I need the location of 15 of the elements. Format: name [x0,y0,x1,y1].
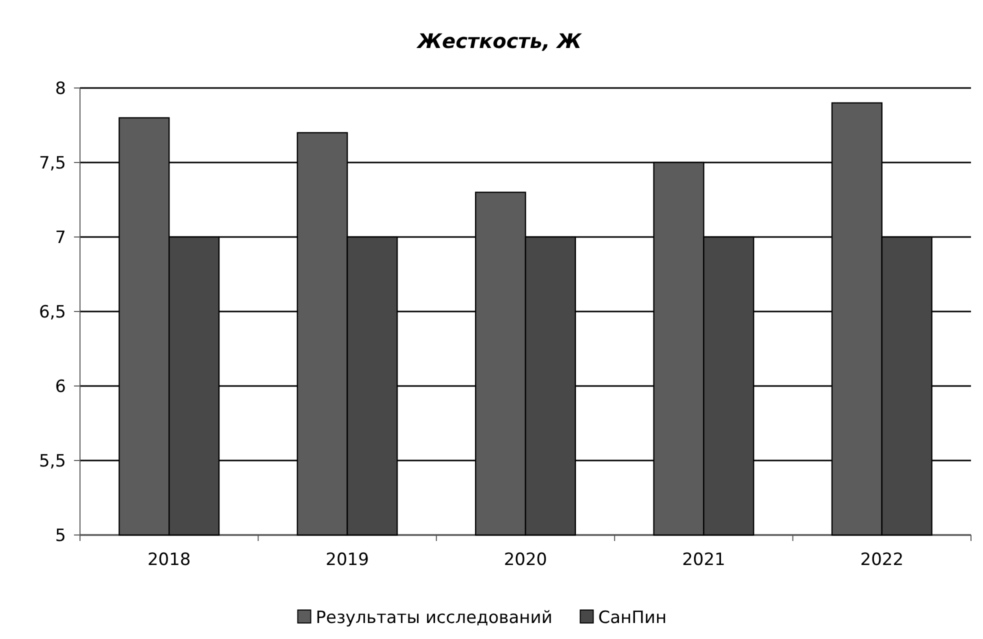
y-tick-label: 5 [55,526,66,546]
x-tick-label: 2018 [147,550,191,570]
legend-label: СанПин [598,608,667,628]
y-tick-label: 6,5 [38,302,66,322]
y-tick-label: 7,5 [38,153,66,174]
x-tick-label: 2022 [860,550,904,570]
y-tick-label: 5,5 [38,451,66,472]
chart-title: Жесткость, Ж [416,29,582,53]
legend-label: Результаты исследований [316,608,552,628]
y-tick-label: 6 [55,376,66,397]
x-tick-label: 2021 [682,550,726,570]
y-tick-label: 8 [55,78,66,99]
y-tick-label: 7 [55,228,66,248]
x-tick-label: 2020 [504,550,548,570]
x-tick-label: 2019 [326,550,369,570]
